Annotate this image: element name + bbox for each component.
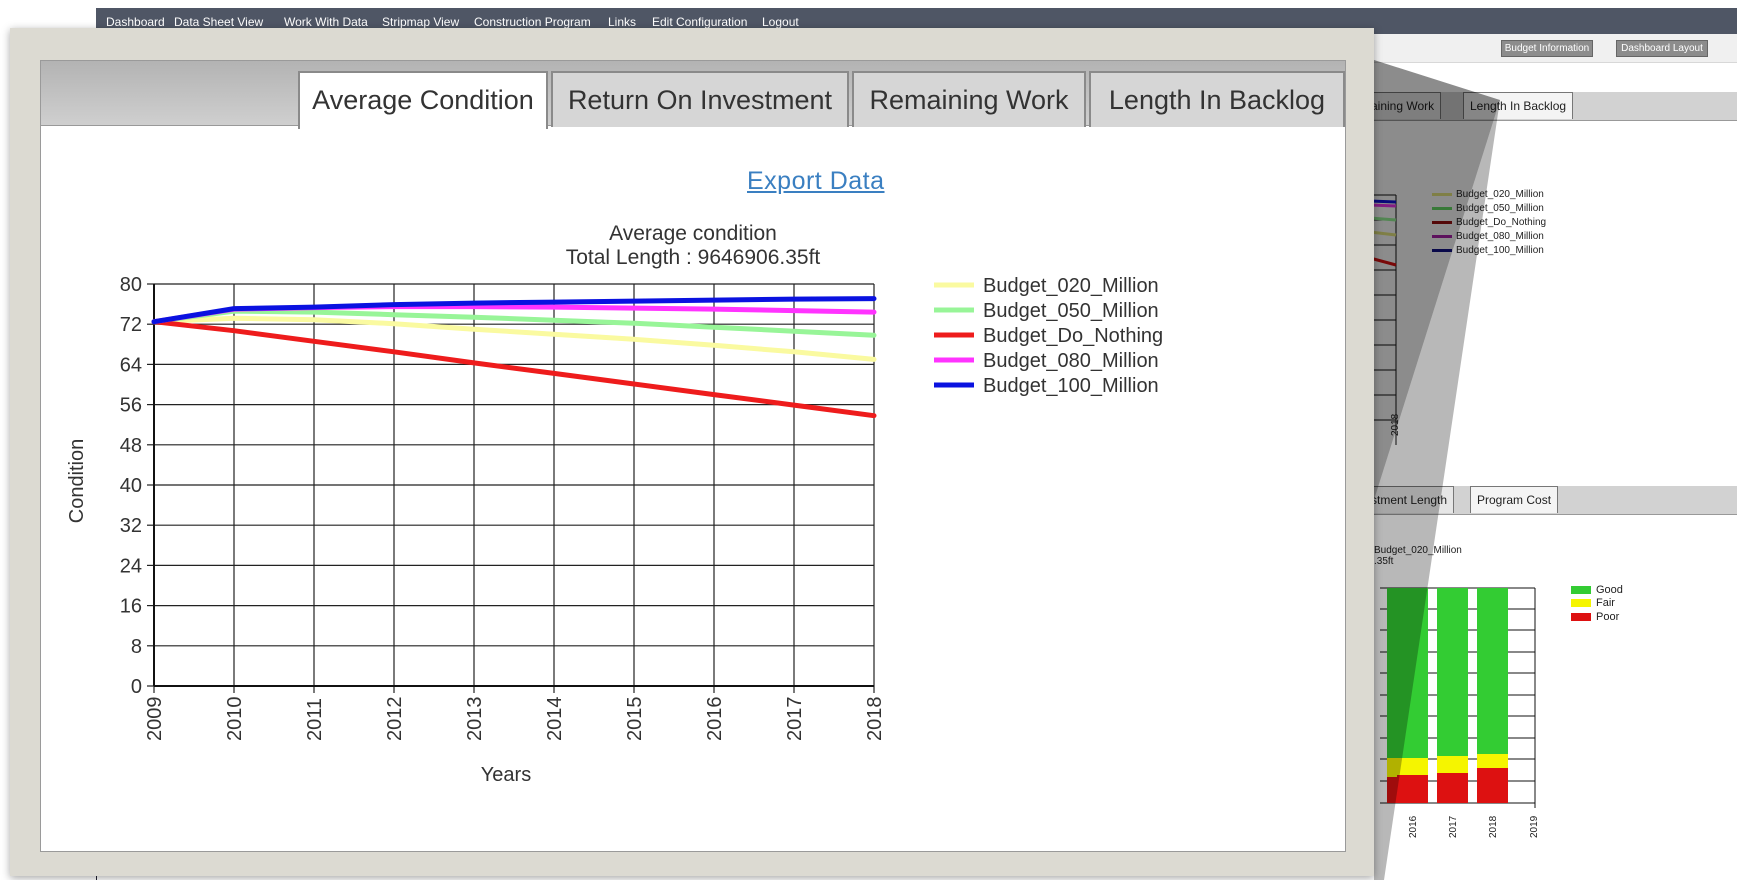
bg-bottom-chart-caption-length: .35ft xyxy=(1374,556,1393,567)
x-tick-label: 2011 xyxy=(304,698,326,741)
chart-panel: Average Condition Return On Investment R… xyxy=(40,60,1346,852)
bg-bar-year: 2019 xyxy=(1529,815,1540,838)
series-line-budget-100-million xyxy=(151,296,877,325)
legend-label: Budget_Do_Nothing xyxy=(983,325,1163,347)
bg-bar-legend-item: Poor xyxy=(1571,611,1619,623)
x-tick-label: 2014 xyxy=(544,697,566,742)
y-tick-label: 40 xyxy=(120,475,142,497)
x-tick-label: 2016 xyxy=(704,697,726,742)
dashboard-layout-button[interactable]: Dashboard Layout xyxy=(1616,40,1708,57)
nav-data-sheet-view[interactable]: Data Sheet View xyxy=(174,15,264,29)
nav-dashboard[interactable]: Dashboard xyxy=(106,15,165,29)
y-tick-label: 64 xyxy=(120,354,142,376)
nav-work-with-data[interactable]: Work With Data xyxy=(284,15,368,29)
bg-tab-treatment-length[interactable]: stment Length xyxy=(1364,486,1455,513)
chart-title: Average condition xyxy=(609,222,777,245)
chart-popup: Average Condition Return On Investment R… xyxy=(10,28,1374,876)
tab-average-condition[interactable]: Average Condition xyxy=(298,71,548,129)
x-tick-label: 2018 xyxy=(864,697,886,742)
x-tick-label: 2010 xyxy=(224,697,246,742)
legend-label: Budget_020_Million xyxy=(983,275,1159,297)
y-tick-label: 0 xyxy=(131,676,142,698)
export-data-link[interactable]: Export Data xyxy=(747,167,885,195)
bg-tab-length-in-backlog[interactable]: Length In Backlog xyxy=(1463,92,1574,119)
tab-remaining-work[interactable]: Remaining Work xyxy=(852,71,1086,127)
bg-bar-year: 2017 xyxy=(1448,815,1459,838)
bg-bottom-chart-caption: Budget_020_Million xyxy=(1374,545,1462,556)
x-axis-label: Years xyxy=(481,764,531,786)
nav-links[interactable]: Links xyxy=(608,15,637,29)
tab-length-in-backlog[interactable]: Length In Backlog xyxy=(1089,71,1345,127)
y-tick-label: 56 xyxy=(120,395,142,417)
chart-subtitle: Total Length : 9646906.35ft xyxy=(565,246,821,269)
y-tick-label: 24 xyxy=(120,555,142,577)
bg-axis-label-2018: 2018 xyxy=(1390,413,1401,436)
bg-legend-item: Budget_Do_Nothing xyxy=(1432,217,1546,228)
y-tick-label: 72 xyxy=(120,314,142,336)
x-tick-label: 2013 xyxy=(464,697,486,742)
nav-logout[interactable]: Logout xyxy=(762,15,799,29)
y-tick-label: 32 xyxy=(120,515,142,537)
legend-label: Budget_050_Million xyxy=(983,300,1159,322)
series-line-budget-020-million xyxy=(151,315,877,362)
series-line-budget-do-nothing xyxy=(151,319,877,419)
y-tick-label: 80 xyxy=(120,274,142,296)
bg-bar-legend-item: Good xyxy=(1571,584,1623,596)
x-tick-label: 2017 xyxy=(784,697,806,742)
nav-edit-configuration[interactable]: Edit Configuration xyxy=(652,15,748,29)
y-tick-label: 48 xyxy=(120,435,142,457)
budget-information-button[interactable]: Budget Information xyxy=(1501,40,1593,57)
bg-bar-legend-item: Fair xyxy=(1571,597,1615,609)
bg-legend-item: Budget_050_Million xyxy=(1432,203,1544,214)
nav-construction-program[interactable]: Construction Program xyxy=(474,15,591,29)
x-tick-label: 2009 xyxy=(144,697,166,742)
y-tick-label: 8 xyxy=(131,636,142,658)
bg-tab-program-cost[interactable]: Program Cost xyxy=(1470,486,1559,513)
series-line-budget-050-million xyxy=(151,308,877,338)
nav-stripmap-view[interactable]: Stripmap View xyxy=(382,15,460,29)
chart-tabstrip: Average Condition Return On Investment R… xyxy=(41,61,1345,129)
bg-bar-year: 2018 xyxy=(1488,815,1499,838)
bg-legend-item: Budget_100_Million xyxy=(1432,245,1544,256)
y-tick-label: 16 xyxy=(120,596,142,618)
bg-legend-item: Budget_020_Million xyxy=(1432,189,1544,200)
bg-bar-year: 2016 xyxy=(1408,815,1419,838)
legend-label: Budget_080_Million xyxy=(983,350,1159,372)
y-axis-label: Condition xyxy=(66,439,88,524)
x-tick-label: 2015 xyxy=(624,697,646,742)
x-tick-label: 2012 xyxy=(384,697,406,742)
bg-legend-item: Budget_080_Million xyxy=(1432,231,1544,242)
average-condition-chart: 0 8 16 24 32 40 48 56 64 72 80 2009 2010 2011 2012 2013… xyxy=(66,274,1163,786)
legend-label: Budget_100_Million xyxy=(983,375,1159,397)
tab-return-on-investment[interactable]: Return On Investment xyxy=(551,71,849,127)
